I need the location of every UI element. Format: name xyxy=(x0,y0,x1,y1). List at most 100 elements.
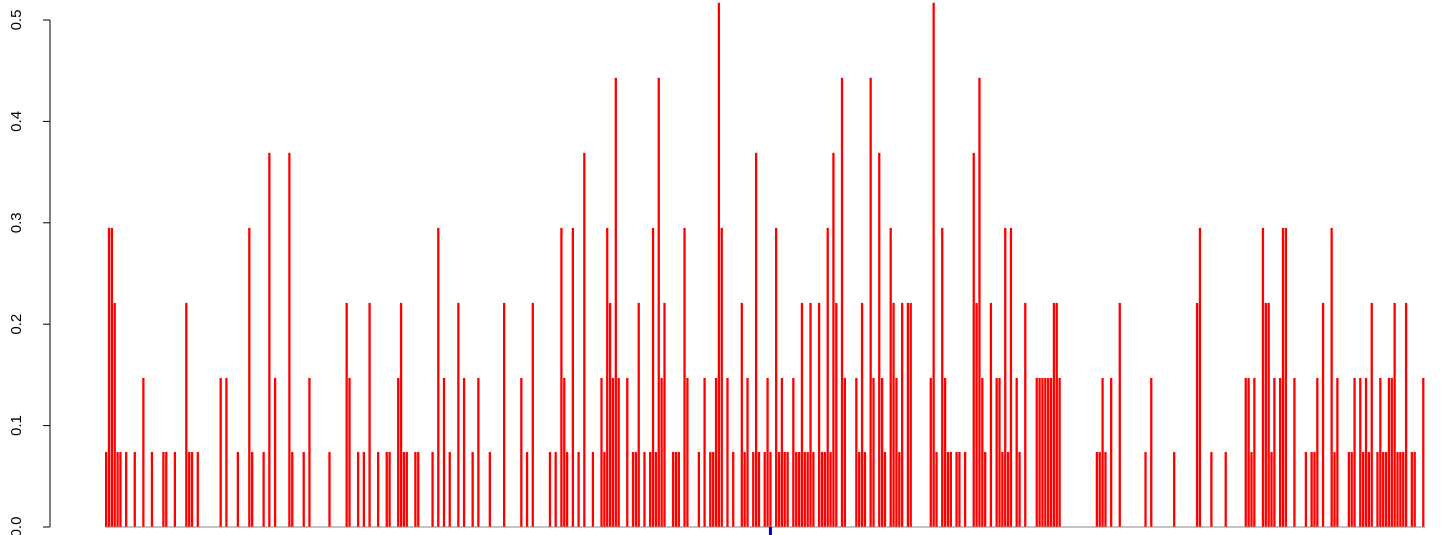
bar xyxy=(720,227,723,527)
bar xyxy=(740,302,743,527)
bar xyxy=(941,227,944,527)
bar xyxy=(477,377,480,527)
bar xyxy=(1058,377,1061,527)
bar xyxy=(978,77,981,528)
bars-group xyxy=(105,2,1425,528)
bar xyxy=(437,227,440,527)
bar xyxy=(1110,377,1113,527)
bar xyxy=(1367,451,1371,527)
bar xyxy=(763,451,766,527)
bar xyxy=(1150,377,1153,527)
bar xyxy=(626,377,629,527)
bar xyxy=(116,451,119,527)
bar xyxy=(820,451,824,527)
bar xyxy=(1382,451,1385,527)
bar xyxy=(766,377,769,527)
bar xyxy=(840,77,844,528)
bar xyxy=(388,451,391,527)
bar xyxy=(563,377,566,527)
y-tick-label: 0.2 xyxy=(8,314,25,335)
bar xyxy=(1387,377,1391,527)
bar xyxy=(1404,302,1408,527)
bar xyxy=(1101,377,1104,527)
bar xyxy=(895,377,898,527)
bar xyxy=(943,377,947,527)
bar xyxy=(654,451,658,527)
bar xyxy=(548,451,552,527)
bar xyxy=(1284,227,1287,527)
bar xyxy=(385,451,388,527)
bar xyxy=(1399,451,1402,527)
bar xyxy=(503,302,506,527)
bar xyxy=(1104,451,1107,527)
bar xyxy=(105,451,108,527)
bar xyxy=(783,451,786,527)
bar xyxy=(1393,302,1396,527)
bar xyxy=(617,377,620,527)
bar xyxy=(1247,377,1250,527)
bar xyxy=(780,377,784,527)
bar xyxy=(1278,377,1282,527)
bar xyxy=(1250,451,1253,527)
bar xyxy=(746,377,749,527)
bar xyxy=(1118,302,1121,527)
bar xyxy=(863,451,867,527)
bar xyxy=(909,302,912,527)
bar xyxy=(995,377,998,527)
bar xyxy=(906,302,910,527)
bar xyxy=(714,377,718,527)
bar xyxy=(757,451,761,527)
bar xyxy=(1353,377,1356,527)
bar xyxy=(858,451,861,527)
y-tick-label: 0.3 xyxy=(8,212,25,233)
bar xyxy=(414,451,417,527)
bar xyxy=(520,377,523,527)
bar xyxy=(1047,377,1050,527)
bar xyxy=(583,152,586,527)
bar xyxy=(777,451,781,527)
bar xyxy=(835,302,838,527)
bar xyxy=(471,451,474,527)
bar xyxy=(637,302,640,527)
bar xyxy=(150,451,154,527)
bar xyxy=(399,302,403,527)
bar xyxy=(769,451,772,527)
bar xyxy=(1001,451,1004,527)
bar xyxy=(1195,302,1199,527)
bar xyxy=(162,451,165,527)
bar xyxy=(1333,451,1336,527)
bar xyxy=(1321,302,1325,527)
bar xyxy=(405,451,408,527)
bar xyxy=(1038,377,1041,527)
bar xyxy=(1384,451,1388,527)
bar xyxy=(686,377,689,527)
bar xyxy=(823,451,826,527)
bar xyxy=(1376,451,1379,527)
bar xyxy=(800,302,804,527)
bar xyxy=(955,451,958,527)
bar xyxy=(1144,451,1147,527)
bar xyxy=(531,302,534,527)
bar xyxy=(806,451,809,527)
bar xyxy=(1330,227,1333,527)
bar xyxy=(683,227,686,527)
bar xyxy=(110,227,114,527)
bar xyxy=(657,77,660,528)
bar xyxy=(1055,302,1058,527)
bar xyxy=(302,451,305,527)
bar xyxy=(717,2,721,527)
bar xyxy=(603,451,606,527)
bar xyxy=(1316,377,1319,527)
bar xyxy=(600,377,603,527)
bar xyxy=(775,227,778,527)
bar xyxy=(754,152,758,527)
bar xyxy=(932,2,935,527)
bar xyxy=(843,377,847,527)
bar xyxy=(262,451,265,527)
bar xyxy=(826,227,829,527)
bar xyxy=(1364,377,1368,527)
bar xyxy=(1402,451,1405,527)
bar xyxy=(1173,451,1176,527)
bar xyxy=(869,77,872,528)
bar xyxy=(188,451,191,527)
